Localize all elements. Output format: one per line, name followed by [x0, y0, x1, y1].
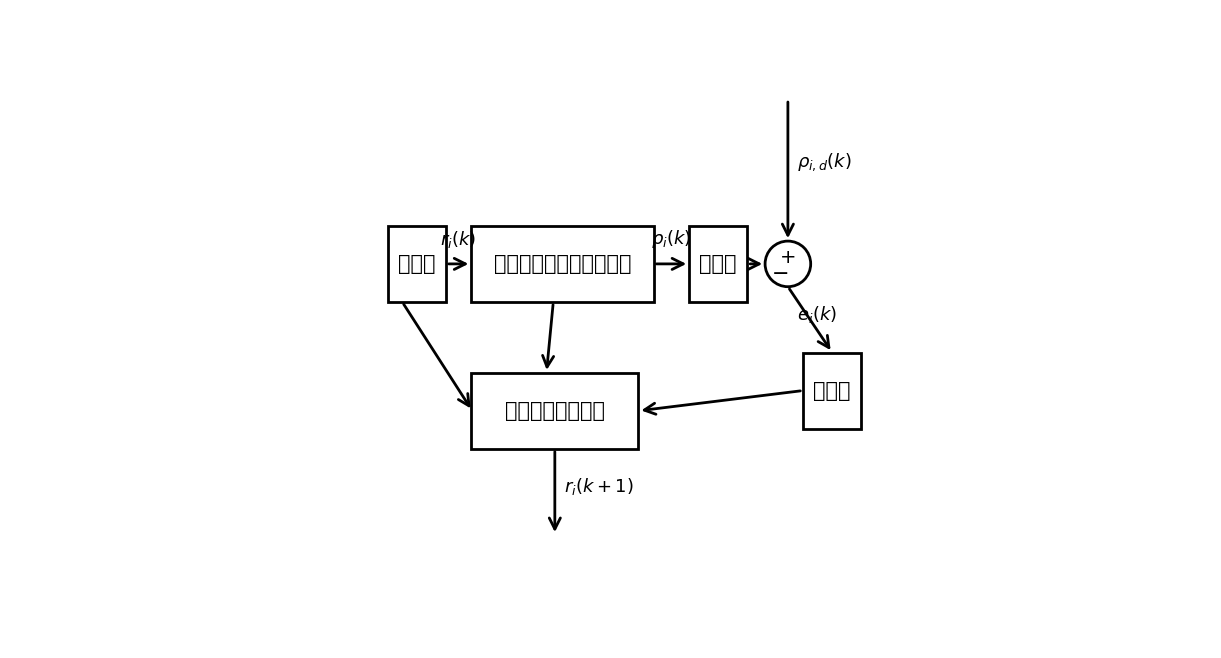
Bar: [471, 226, 653, 302]
Text: 存储器: 存储器: [813, 380, 851, 401]
Bar: [387, 226, 446, 302]
Bar: [803, 353, 861, 428]
Text: 存储器: 存储器: [700, 254, 737, 274]
Bar: [471, 373, 639, 449]
Text: $r_i(k)$: $r_i(k)$: [441, 229, 476, 249]
Text: 有补偿的控制算法: 有补偿的控制算法: [504, 401, 604, 421]
Bar: [689, 226, 747, 302]
Text: $r_i(k+1)$: $r_i(k+1)$: [564, 476, 634, 497]
Text: $e_i(k)$: $e_i(k)$: [797, 304, 836, 325]
Text: 存储器: 存储器: [398, 254, 436, 274]
Text: $\rho_{i,d}(k)$: $\rho_{i,d}(k)$: [797, 152, 852, 173]
Text: +: +: [780, 248, 796, 267]
Text: 快速路入口匝道控制过程: 快速路入口匝道控制过程: [493, 254, 631, 274]
Text: $-$: $-$: [772, 262, 789, 282]
Text: $\rho_i(k)$: $\rho_i(k)$: [651, 228, 691, 249]
